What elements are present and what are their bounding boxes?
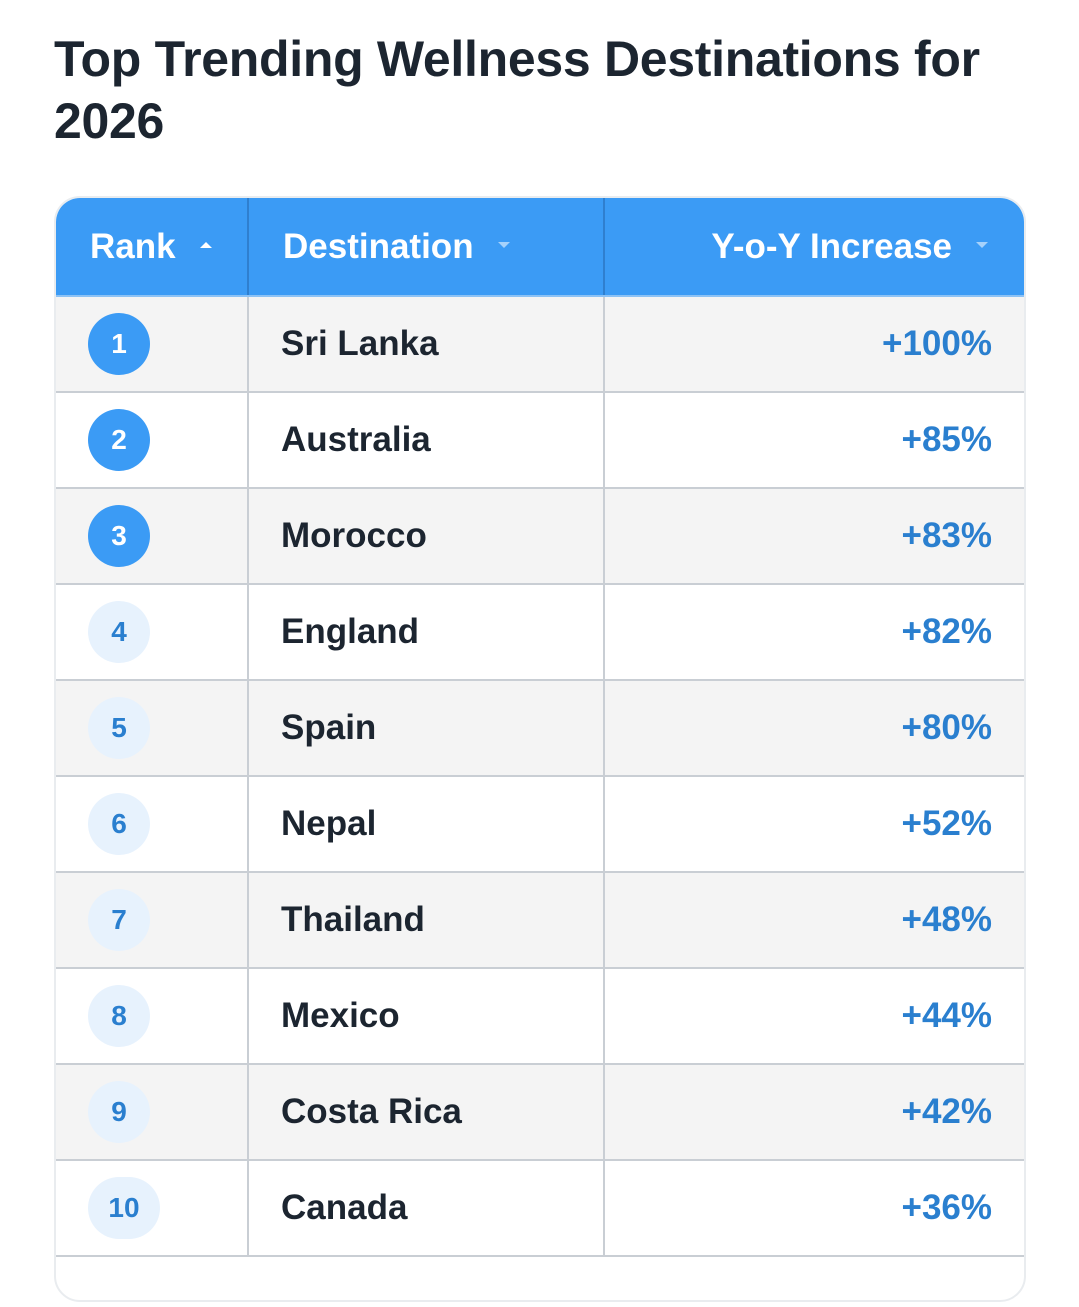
- table-row: 6 Nepal +52%: [56, 775, 1024, 873]
- increase-cell: +48%: [603, 871, 1024, 969]
- rank-header-label: Rank: [90, 226, 176, 266]
- table-row: 10 Canada +36%: [56, 1159, 1024, 1257]
- destination-cell: Nepal: [247, 775, 605, 873]
- rank-badge: 4: [88, 601, 150, 663]
- increase-cell: +36%: [603, 1159, 1024, 1257]
- sort-descending-icon: [976, 242, 988, 249]
- destination-cell: Thailand: [247, 871, 605, 969]
- increase-cell: +82%: [603, 583, 1024, 681]
- destination-cell: Spain: [247, 679, 605, 777]
- rank-badge: 9: [88, 1081, 150, 1143]
- rank-cell: 5: [56, 679, 249, 777]
- destination-cell: Mexico: [247, 967, 605, 1065]
- increase-column-header[interactable]: Y-o-Y Increase: [604, 198, 1024, 297]
- rankings-table: Rank Destination Y-o-Y Increase 1 Sri La…: [56, 198, 1024, 1257]
- rank-cell: 8: [56, 967, 249, 1065]
- table-row: 8 Mexico +44%: [56, 967, 1024, 1065]
- increase-cell: +52%: [603, 775, 1024, 873]
- rank-cell: 7: [56, 871, 249, 969]
- rank-badge: 1: [88, 313, 150, 375]
- table-row: 9 Costa Rica +42%: [56, 1063, 1024, 1161]
- rank-cell: 10: [56, 1159, 249, 1257]
- sort-ascending-icon: [199, 242, 212, 249]
- rank-cell: 9: [56, 1063, 249, 1161]
- table-row: 1 Sri Lanka +100%: [56, 295, 1024, 393]
- increase-cell: +85%: [603, 391, 1024, 489]
- page-title: Top Trending Wellness Destinations for 2…: [54, 31, 980, 149]
- increase-cell: +83%: [603, 487, 1024, 585]
- destination-cell: Canada: [247, 1159, 605, 1257]
- rank-badge: 7: [88, 889, 150, 951]
- rank-cell: 6: [56, 775, 249, 873]
- increase-cell: +80%: [603, 679, 1024, 777]
- increase-cell: +42%: [603, 1063, 1024, 1161]
- rank-badge: 8: [88, 985, 150, 1047]
- rank-badge: 3: [88, 505, 150, 567]
- destination-cell: Morocco: [247, 487, 605, 585]
- table-header-row: Rank Destination Y-o-Y Increase: [56, 198, 1024, 297]
- table-row: 2 Australia +85%: [56, 391, 1024, 489]
- sort-descending-icon: [497, 242, 510, 249]
- destination-cell: Sri Lanka: [247, 295, 605, 393]
- rank-cell: 3: [56, 487, 249, 585]
- destination-cell: Australia: [247, 391, 605, 489]
- table-row: 4 England +82%: [56, 583, 1024, 681]
- increase-header-label: Y-o-Y Increase: [711, 226, 952, 266]
- rank-badge: 10: [88, 1177, 160, 1239]
- rank-cell: 1: [56, 295, 249, 393]
- table-row: 7 Thailand +48%: [56, 871, 1024, 969]
- increase-cell: +44%: [603, 967, 1024, 1065]
- destination-header-label: Destination: [283, 226, 474, 266]
- table-row: 5 Spain +80%: [56, 679, 1024, 777]
- table-row: 3 Morocco +83%: [56, 487, 1024, 585]
- rank-badge: 5: [88, 697, 150, 759]
- rank-cell: 4: [56, 583, 249, 681]
- rankings-table-card: Rank Destination Y-o-Y Increase 1 Sri La…: [54, 196, 1026, 1302]
- rank-column-header[interactable]: Rank: [56, 198, 249, 297]
- rank-cell: 2: [56, 391, 249, 489]
- rank-badge: 6: [88, 793, 150, 855]
- rank-badge: 2: [88, 409, 150, 471]
- destination-cell: England: [247, 583, 605, 681]
- destination-column-header[interactable]: Destination: [248, 198, 605, 297]
- increase-cell: +100%: [603, 295, 1024, 393]
- destination-cell: Costa Rica: [247, 1063, 605, 1161]
